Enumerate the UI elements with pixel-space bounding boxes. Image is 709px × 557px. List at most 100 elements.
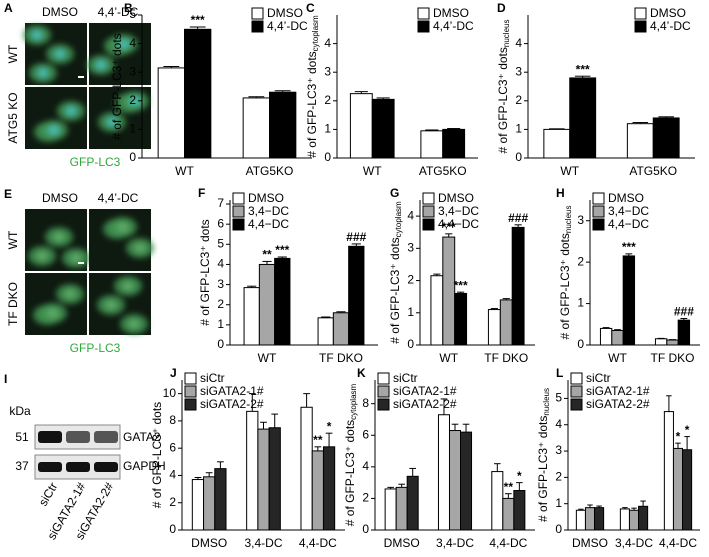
cells [34,101,85,142]
y-tick-label: 0 [169,522,176,536]
y-tick-label: 4 [362,459,369,473]
y-axis-label-main: # of GFP-LC3⁺ dots [536,416,550,522]
legend-swatch [251,20,264,33]
error-bar [502,298,510,300]
panel-letter: C [306,1,315,15]
error-bar [433,273,441,276]
y-tick-label: 2 [515,93,522,107]
error-bar [675,442,681,449]
legend-label: 4,4−DC [248,217,289,231]
band [38,431,62,443]
column-label: 4,4’-DC [98,5,139,19]
bar [682,449,693,531]
band [38,462,62,472]
x-tick-label: DMSO [572,536,608,550]
y-axis-label-main: # of GFP-LC3⁺ dots [110,33,124,139]
y-tick-label: 4 [129,36,136,50]
bar [672,447,684,531]
panel-letter: F [198,186,205,200]
bar [243,287,260,346]
y-axis-label-sub: cytoplasm [349,383,358,419]
cells [98,91,149,132]
legend-swatch [422,218,435,231]
bar [214,468,227,531]
cells [97,276,148,334]
significance-label: *** [576,62,590,76]
significance-label: * [676,429,681,443]
nucleus [122,281,134,291]
caption: GFP-LC3 [70,341,121,355]
x-tick-label: WT [439,351,458,365]
error-bar [354,91,368,94]
legend-label: 4,4’-DC [650,19,691,33]
error-bar [247,285,257,288]
y-tick-label: 4 [324,36,331,50]
bar [622,255,636,346]
legend-label: DMSO [608,191,644,205]
significance-label: ### [346,230,366,244]
bar [513,490,526,531]
legend-swatch [377,385,390,398]
y-tick-label: 1 [324,122,331,136]
y-tick-label: 0 [577,337,584,351]
legend-label: 3,4−DC [438,204,479,218]
error-bar [274,90,291,93]
nucleus [31,30,43,40]
y-tick-label: 4 [407,208,414,222]
legend-swatch [417,7,430,20]
bar [300,406,313,531]
significance-label: ** [504,480,514,494]
legend-swatch [570,372,583,385]
panel-letter: B [124,1,133,15]
bar [203,476,216,531]
bar [349,93,373,159]
x-tick-label: 3,4-DC [436,536,474,550]
y-axis-label-sub: cytoplasm [311,15,320,51]
error-bar [462,423,470,433]
error-bar [451,423,459,431]
nucleus [36,251,48,261]
nucleus [106,117,118,127]
error-bar [325,432,333,447]
significance-label: * [327,419,332,433]
y-axis-label: # of GFP-LC3⁺ dotsnucleus [558,206,573,340]
y-axis-label-sub: cytoplasm [394,201,403,237]
band [66,462,90,472]
marker-label: 51 [15,430,29,444]
nucleus [117,222,129,232]
legend-label: siGATA2-2# [393,397,457,411]
error-bar [666,395,672,412]
y-axis-label: # of GFP-LC3⁺ dots [150,402,164,508]
nucleus [65,106,77,116]
significance-label: * [517,469,522,483]
legend-label: siGATA2-1# [200,384,264,398]
significance-label: * [685,423,690,437]
error-bar [387,486,394,489]
x-tick-label: DMSO [191,536,227,550]
bar [184,28,212,159]
error-bar [321,316,331,318]
nucleus [48,125,60,135]
error-bar [262,260,272,265]
y-tick-label: 6 [169,440,176,454]
legend-label: 4,4−DC [438,217,479,231]
legend-swatch [232,205,245,218]
error-bar [425,129,439,131]
y-tick-label: 0 [324,150,331,164]
error-bar [587,504,593,508]
legend-swatch [184,398,197,411]
y-axis-label-sub: nucleus [542,388,551,416]
x-tick-label: 4,4-DC [299,536,337,550]
bar [611,330,624,346]
error-bar [205,472,213,477]
column-label: 4,4’-DC [98,191,139,205]
bar [317,317,334,346]
y-tick-label: 8 [362,396,369,410]
bar [666,339,679,346]
y-axis-label-main: # of GFP-LC3⁺ dots [198,219,212,325]
y-tick-label: 1 [129,122,136,136]
x-tick-label: 3,4-DC [615,536,653,550]
band [94,431,118,443]
bar [584,507,596,531]
error-bar [549,128,565,130]
